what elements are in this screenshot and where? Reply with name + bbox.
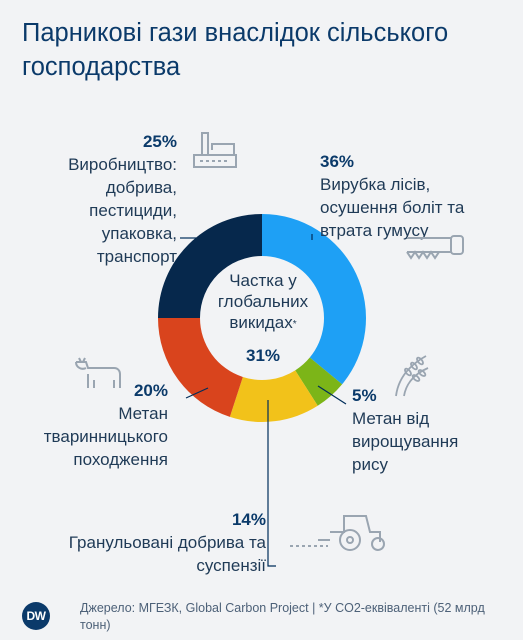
title-line-2: господарства [22, 53, 181, 81]
slice-value-deforestation: 36% [320, 152, 355, 171]
slice-label-line: тваринницького [43, 427, 168, 446]
rice-icon [395, 355, 429, 397]
slice-label-deforestation: 36% Вирубка лісів, осушення боліт та втр… [320, 150, 510, 242]
slice-label-line: вирощування [352, 432, 459, 451]
leader-lines [180, 234, 347, 567]
slice-value-livestock: 20% [133, 381, 168, 400]
slice-label-line: пестициди, [89, 201, 177, 220]
slice-label-fertilizers: 14% Гранульовані добрива та суспензії [30, 508, 266, 577]
slice-label-line: походження [73, 450, 168, 469]
slice-deforestation [262, 214, 367, 385]
slice-label-line: Гранульовані добрива та [68, 533, 266, 552]
slice-value-production: 25% [142, 132, 177, 151]
slice-label-line: добрива, [105, 178, 177, 197]
leader-line-fertilizers [267, 400, 276, 567]
leader-line-rice [317, 385, 347, 405]
slice-label-rice: 5% Метан від вирощування рису [352, 384, 502, 476]
slice-label-line: втрата гумусу [320, 221, 429, 240]
slice-label-livestock: 20% Метан тваринницького походження [20, 379, 168, 471]
cow-icon [75, 357, 121, 388]
slice-label-line: транспорт [96, 247, 177, 266]
leader-line-livestock [185, 387, 209, 399]
center-label: Частка у глобальних викидах* [196, 270, 330, 333]
slice-value-rice: 5% [352, 386, 377, 405]
footer: DW Джерело: МГЕЗК, Global Carbon Project… [0, 598, 523, 640]
slice-value-fertilizers: 14% [231, 510, 266, 529]
center-label-line-2: глобальних [217, 292, 309, 311]
slice-label-line: Метан [118, 404, 168, 423]
slice-fertilizers [229, 370, 318, 422]
slice-production [158, 214, 262, 318]
saw-icon [406, 235, 464, 260]
tractor-icon [290, 515, 385, 551]
slice-label-line: рису [352, 455, 388, 474]
slice-label-production: 25% Виробництво: добрива, пестициди, упа… [40, 130, 177, 268]
donut-chart [158, 214, 367, 422]
center-footnote-mark: * [292, 319, 297, 330]
title-line-1: Парникові гази внаслідок сільського [22, 19, 449, 47]
source-note: Джерело: МГЕЗК, Global Carbon Project | … [80, 601, 485, 632]
dw-logo: DW [22, 602, 50, 630]
slice-label-line: суспензії [196, 556, 266, 575]
slice-label-line: осушення боліт та [320, 198, 465, 217]
factory-icon [193, 132, 237, 168]
center-label-line-3: викидах [229, 313, 293, 332]
slice-label-line: Метан від [352, 409, 430, 428]
slice-label-line: Виробництво: [68, 155, 177, 174]
slice-label-line: упаковка, [101, 224, 177, 243]
chart-title: Парникові гази внаслідок сільського госп… [22, 16, 502, 84]
center-label-line-1: Частка у [229, 271, 297, 290]
slice-label-line: Вирубка лісів, [320, 175, 431, 194]
slice-livestock [158, 318, 243, 417]
center-highlight-value: 31% [245, 346, 281, 365]
